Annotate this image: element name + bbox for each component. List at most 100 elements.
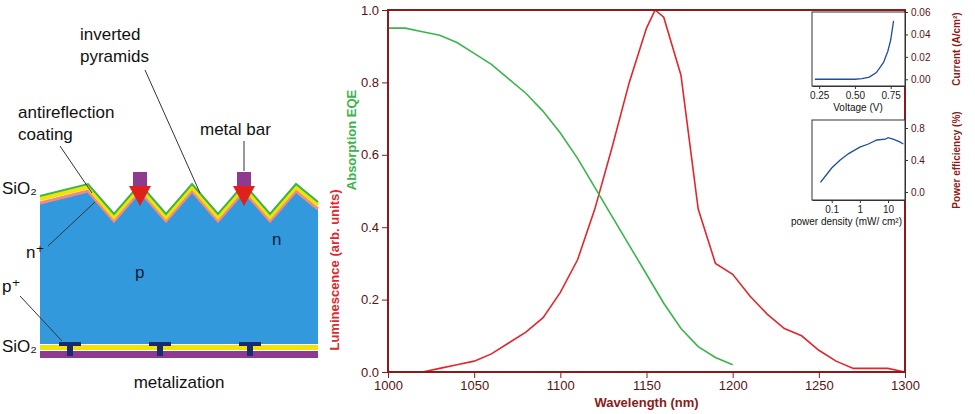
tick-mark [819,86,820,89]
x-axis: 0.25 0.50 0.75 [810,86,906,101]
tick: 0.0 [905,187,925,198]
metal-bar [237,172,251,186]
tick-label: 0.00 [911,74,931,85]
tick-label: 1250 [805,378,834,393]
tick: 1150 [633,372,661,393]
diagram-label: antireflectioncoating [18,103,114,144]
p-plus-contact-stem [157,344,163,356]
series-line [388,10,905,372]
inset-frame [812,120,905,200]
y-axis-line [905,13,906,87]
tick-label: 1.0 [361,3,379,18]
tick-label: 0.4 [361,220,379,235]
diagram-label: metalization [134,373,225,392]
tick: 1200 [719,372,748,393]
tick: 0.4 [905,155,925,166]
tick-mark [888,200,889,203]
tick: 1300 [891,372,920,393]
tick-label: 1 [858,204,864,215]
x-axis: 1000 1050 1100 1150 1200 1250 1300 [374,372,920,393]
tick-label: 0.04 [911,29,931,40]
tick-mark [382,227,388,228]
cell-diagram: invertedpyramids antireflectioncoating met… [2,25,318,392]
sio2-layer [40,187,318,217]
y-axis: 0.0 0.2 0.4 0.6 0.8 1.0 [361,3,389,380]
y-axis: 0.00 0.02 0.04 0.06 [905,7,931,87]
y-axis: 0.0 0.4 0.8 [905,121,925,201]
metal-bar [133,172,147,186]
tick-label: 0.02 [911,52,931,63]
tick-mark [819,372,820,378]
tick-mark [905,160,908,161]
tick: 0.6 [361,147,388,162]
tick-label: 0.8 [361,75,379,90]
diagram-label: invertedpyramids [80,25,149,66]
diagram-label: SiO₂ [2,337,37,356]
diagram-label: SiO₂ [2,179,37,198]
inset-chart: 0.11100.00.40.8power density (mW/ cm²)Po… [791,111,962,227]
tick-mark [474,372,475,378]
leader-line [60,146,92,193]
tick-label: 0.6 [361,147,379,162]
main-chart: 1000 1050 1100 1150 1200 1250 1300 0.0 0.2 0.4 0.6… [327,3,920,410]
tick-mark [382,300,388,301]
tick-label: 0.1 [825,204,839,215]
leader-line [48,202,95,246]
tick-mark [560,372,561,378]
diagram-label: n [272,230,281,249]
tick: 0.06 [905,7,931,18]
inset-background [812,12,905,86]
tick: 1 [858,200,864,215]
contact-finger [233,186,255,206]
diagram-label: p⁺ [2,277,20,296]
tick-label: 1150 [633,378,661,393]
tick: 0.75 [881,86,901,101]
tick-mark [905,12,908,13]
series-line [820,138,903,183]
inset-chart: 0.250.500.750.000.020.040.06Voltage (V)C… [810,7,962,113]
p-plus-contact-stem [247,344,253,356]
tick-label: 0.50 [846,90,866,101]
tick: 1.0 [361,3,388,18]
tick-label: 0.4 [911,155,925,166]
tick-mark [388,372,389,378]
diagram-label: n⁺ [26,243,44,262]
tick-label: 0.06 [911,7,931,18]
diagram-label-line: antireflection [18,103,114,122]
tick-mark [905,128,908,129]
tick: 0.04 [905,29,931,40]
tick-label: 0.0 [361,365,379,380]
tick-label: 1050 [460,378,489,393]
tick: 0.1 [825,200,839,215]
tick: 0.50 [846,86,866,101]
leader-line [145,70,200,193]
tick: 0.25 [810,86,830,101]
tick-mark [891,86,892,89]
x-axis-title: Voltage (V) [833,102,882,113]
tick: 0.8 [361,75,388,90]
tick: 1100 [547,372,575,393]
series-line [815,21,894,79]
tick-mark [832,200,833,203]
tick-label: 1000 [374,378,403,393]
tick: 0.8 [905,123,925,134]
tick: 0.2 [361,292,388,307]
plot-frame [388,10,905,372]
inset-background [812,120,905,200]
x-axis-line [813,200,906,201]
y-axis-title: Luminescence (arb. units) [327,189,342,350]
tick-label: 1100 [547,378,575,393]
tick-mark [855,86,856,89]
tick-label: 10 [883,204,895,215]
tick: 1250 [805,372,834,393]
leader-line [20,296,62,341]
rear-metalization [40,351,318,358]
tick-mark [905,57,908,58]
tick-mark [382,82,388,83]
tick-mark [382,155,388,156]
tick-label: 1300 [891,378,920,393]
inset-plot-lines [815,21,894,79]
tick: 0.02 [905,52,931,63]
tick: 1050 [460,372,489,393]
figure: invertedpyramids antireflectioncoating met… [0,0,975,414]
